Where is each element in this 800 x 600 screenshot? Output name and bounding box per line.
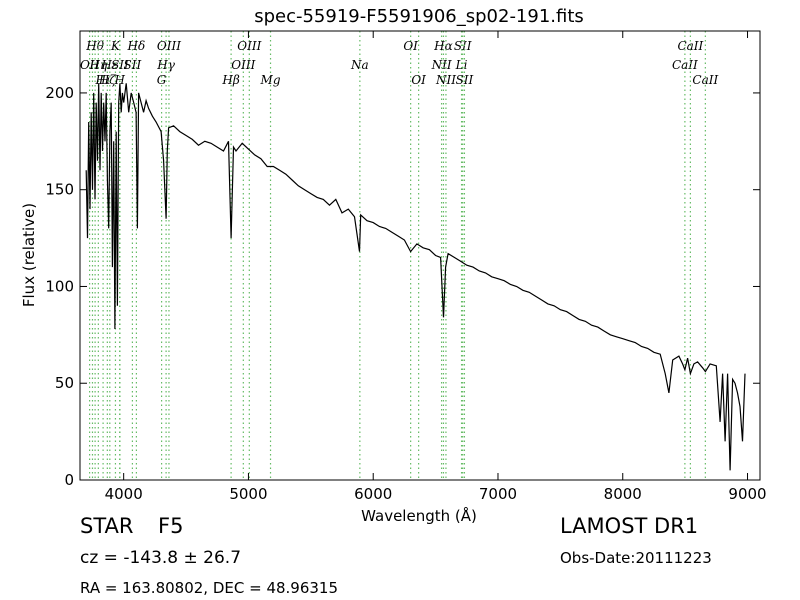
spectral-line-label: NII: [435, 73, 456, 87]
spectral-line-label: OI: [411, 73, 426, 87]
x-tick-label: 5000: [229, 485, 267, 503]
y-tick-label: 50: [55, 374, 74, 392]
spectral-line-label: CaII: [677, 39, 703, 53]
x-tick-label: 6000: [354, 485, 392, 503]
spectral-line-markers: OIIHθHηHιHζHεKHSIISIIHδGHγOIIIHβOIIIOIII…: [80, 31, 719, 480]
spectral-line-label: Na: [350, 58, 369, 72]
y-tick-label: 200: [45, 84, 74, 102]
spectral-line-label: Li: [455, 58, 468, 72]
spectral-line-label: SII: [454, 39, 472, 53]
spectral-line-label: CaII: [672, 58, 698, 72]
spectral-line-label: Hβ: [221, 73, 239, 87]
spectral-line-label: G: [157, 73, 167, 87]
axis-ticks: 4000 5000 6000 7000 8000 9000 0 50 100 150 200: [45, 31, 767, 503]
spectral-line-label: Hγ: [156, 58, 175, 72]
spectral-line-label: SII: [111, 58, 129, 72]
spectral-line-label: SII: [124, 58, 142, 72]
series-line: [85, 83, 746, 471]
spectral-line-label: K: [110, 39, 121, 53]
spectral-line-label: Hε: [100, 58, 118, 72]
chart-title: spec-55919-F5591906_sp02-191.fits: [254, 6, 584, 27]
ra-dec-coordinates: RA = 163.80802, DEC = 48.96315: [80, 579, 339, 597]
y-tick-label: 100: [45, 277, 74, 295]
object-subclass: F5: [158, 514, 184, 538]
object-class: STAR: [80, 514, 134, 538]
spectral-line-label: CaII: [692, 73, 718, 87]
spectral-line-label: Hθ: [85, 39, 104, 53]
spectral-line-label: OIII: [237, 39, 261, 53]
spectral-line-label: OIII: [157, 39, 181, 53]
spectral-line-label: Hδ: [127, 39, 146, 53]
y-tick-label: 150: [45, 181, 74, 199]
y-tick-label: 0: [64, 471, 74, 489]
spectral-line-label: Hα: [433, 39, 453, 53]
spectral-line-label: OIII: [231, 58, 255, 72]
y-axis-label: Flux (relative): [20, 203, 38, 307]
spectral-line-label: Mg: [260, 73, 281, 87]
spectral-line-label: NII: [431, 58, 452, 72]
survey-name: LAMOST DR1: [560, 514, 699, 538]
redshift-cz: cz = -143.8 ± 26.7: [80, 548, 242, 568]
x-tick-label: 4000: [105, 485, 143, 503]
x-axis-label: Wavelength (Å): [361, 506, 477, 525]
spectral-line-label: Hζ: [98, 73, 117, 87]
spectral-line-label: OI: [403, 39, 418, 53]
spectral-line-label: SII: [456, 73, 474, 87]
x-tick-label: 7000: [479, 485, 517, 503]
x-tick-label: 9000: [728, 485, 766, 503]
observation-date: Obs-Date:20111223: [560, 549, 712, 567]
plot-frame: [79, 30, 761, 481]
x-tick-label: 8000: [604, 485, 642, 503]
spectral-line-label: H: [113, 73, 125, 87]
